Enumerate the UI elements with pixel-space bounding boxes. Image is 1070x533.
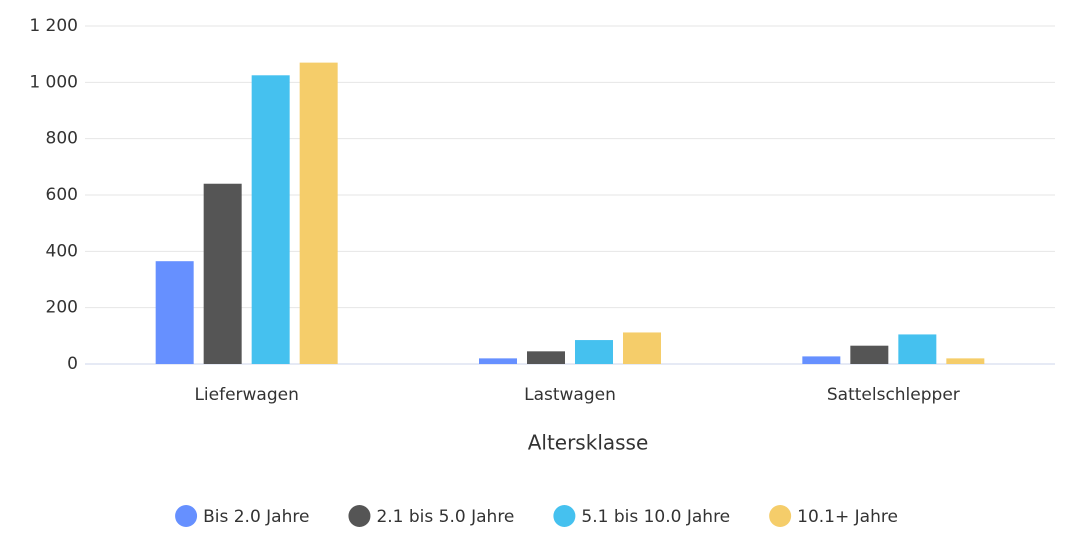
x-tick-label: Lastwagen (524, 385, 616, 405)
y-tick-label: 1 000 (29, 72, 78, 92)
bar (946, 358, 985, 364)
y-tick-label: 800 (46, 129, 78, 149)
y-tick-label: 1 200 (29, 16, 78, 36)
legend-label: 5.1 bis 10.0 Jahre (581, 507, 730, 527)
bar (155, 261, 194, 364)
bar (802, 356, 841, 364)
x-axis-title: Altersklasse (528, 431, 649, 455)
legend-label: 10.1+ Jahre (797, 507, 898, 527)
y-tick-label: 0 (67, 354, 78, 374)
bar (623, 332, 661, 364)
bar (850, 345, 889, 364)
legend-marker (348, 505, 371, 527)
bar (203, 183, 242, 364)
legend-marker (769, 505, 792, 527)
bar (527, 351, 565, 364)
bar (251, 75, 290, 365)
x-tick-label: Sattelschlepper (827, 385, 960, 405)
y-tick-label: 400 (46, 241, 78, 261)
y-tick-label: 200 (46, 298, 78, 318)
legend-label: Bis 2.0 Jahre (203, 507, 309, 527)
legend-marker (553, 505, 576, 527)
bar (898, 334, 937, 364)
bar (479, 358, 517, 364)
legend-marker (175, 505, 198, 527)
bar (299, 62, 338, 364)
y-tick-label: 600 (46, 185, 78, 205)
legend-label: 2.1 bis 5.0 Jahre (376, 507, 514, 527)
bar (575, 340, 613, 364)
x-tick-label: Lieferwagen (194, 385, 298, 405)
